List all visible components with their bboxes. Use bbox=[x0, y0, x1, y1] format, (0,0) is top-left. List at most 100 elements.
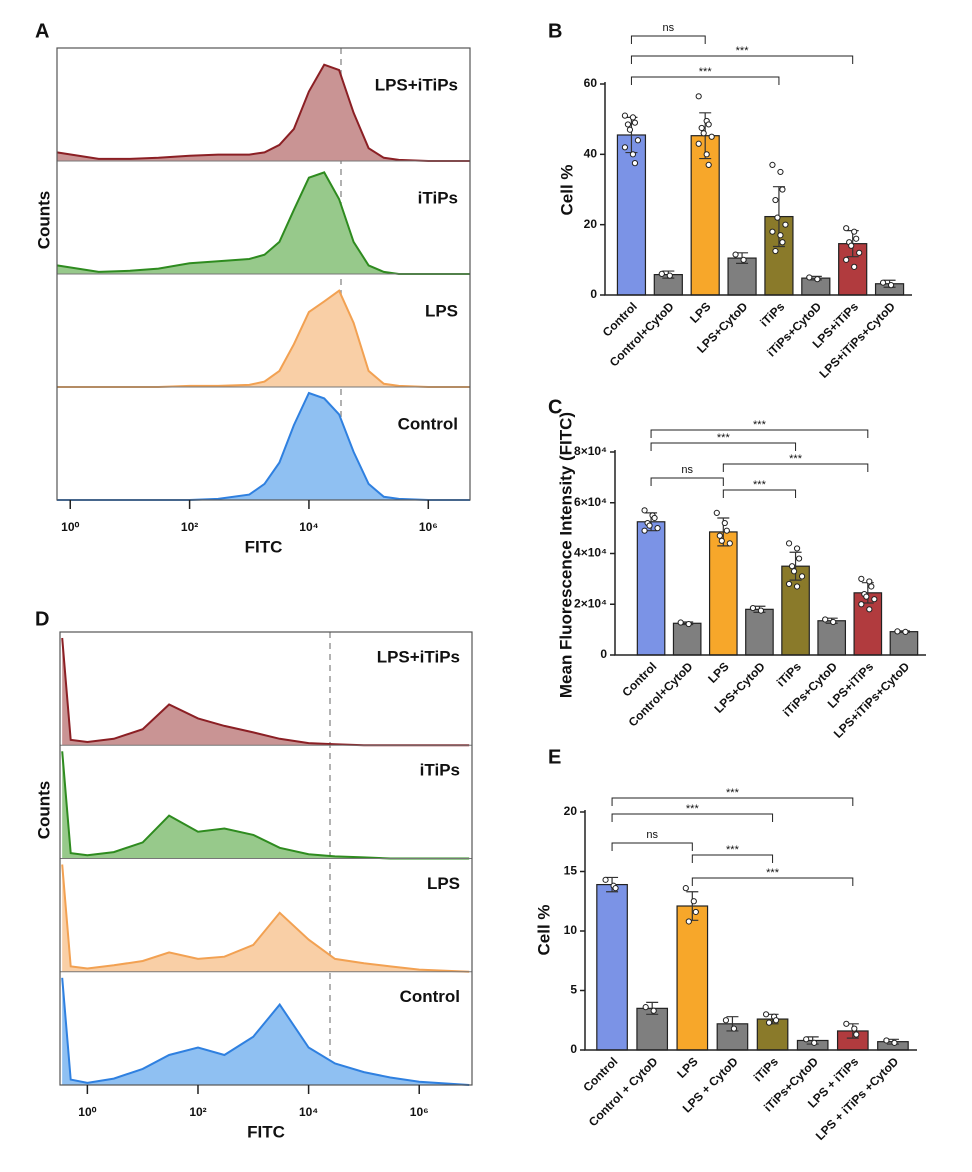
significance-bracket bbox=[611, 813, 774, 822]
significance-label: *** bbox=[726, 844, 740, 856]
data-point bbox=[811, 1039, 818, 1046]
data-point bbox=[883, 1037, 890, 1044]
axes bbox=[584, 810, 917, 1051]
y-axis-label: Cell % bbox=[557, 164, 576, 215]
panel-letter: E bbox=[548, 746, 561, 768]
data-point bbox=[685, 620, 692, 628]
data-point bbox=[785, 540, 793, 547]
y-tick-label: 0 bbox=[600, 647, 607, 661]
data-point bbox=[894, 628, 901, 635]
data-point bbox=[863, 593, 870, 600]
data-point bbox=[726, 540, 733, 547]
data-point bbox=[777, 168, 784, 176]
error-bar bbox=[789, 551, 802, 581]
data-point bbox=[692, 908, 699, 916]
significance-bracket bbox=[630, 55, 854, 64]
data-point bbox=[626, 126, 634, 133]
significance-label: *** bbox=[686, 803, 700, 815]
y-tick-label: 2×10⁴ bbox=[574, 596, 607, 610]
x-tick-label: LPS bbox=[674, 1054, 700, 1080]
area-fill bbox=[62, 751, 470, 859]
data-point bbox=[790, 568, 798, 575]
data-point bbox=[879, 279, 887, 286]
significance-bracket bbox=[691, 877, 854, 886]
y-tick-label: 15 bbox=[564, 864, 578, 878]
x-tick-label: 10⁶ bbox=[419, 520, 438, 534]
data-point bbox=[624, 121, 632, 128]
significance-bracket bbox=[722, 489, 797, 498]
significance-bracket bbox=[650, 429, 869, 438]
x-tick-label: Control bbox=[580, 1054, 620, 1094]
axes bbox=[604, 82, 912, 296]
data-point bbox=[866, 578, 873, 585]
data-point bbox=[843, 256, 850, 263]
bar bbox=[676, 905, 709, 1051]
y-tick-label: 8×10⁴ bbox=[574, 444, 607, 458]
bar bbox=[727, 257, 757, 296]
panel-letter: C bbox=[548, 396, 562, 418]
panel-letter: D bbox=[35, 608, 49, 630]
plot-frame bbox=[59, 631, 473, 1086]
data-point bbox=[621, 112, 629, 119]
data-point bbox=[700, 130, 707, 137]
x-tick-label: iTiPs bbox=[751, 1054, 781, 1084]
histogram-line bbox=[61, 864, 470, 973]
data-point bbox=[858, 575, 865, 582]
data-point bbox=[762, 1011, 770, 1018]
data-point bbox=[814, 276, 821, 283]
data-point bbox=[651, 514, 658, 522]
series-label: Control bbox=[400, 987, 460, 1006]
histogram-line bbox=[56, 171, 470, 275]
data-point bbox=[703, 151, 710, 158]
significance-label: *** bbox=[753, 419, 767, 431]
data-point bbox=[795, 555, 803, 562]
data-point bbox=[740, 256, 747, 263]
data-point bbox=[788, 563, 796, 570]
panel-letter: B bbox=[548, 20, 562, 42]
data-point bbox=[708, 133, 715, 140]
data-point bbox=[631, 119, 639, 126]
data-point bbox=[887, 282, 895, 289]
data-point bbox=[641, 507, 648, 514]
y-tick-label: 4×10⁴ bbox=[574, 546, 607, 560]
data-point bbox=[654, 525, 661, 532]
data-point bbox=[631, 160, 639, 167]
histogram-line bbox=[57, 391, 470, 501]
bar bbox=[636, 521, 666, 656]
significance-label: *** bbox=[736, 45, 750, 57]
data-point bbox=[666, 272, 673, 279]
data-point bbox=[677, 619, 684, 626]
data-point bbox=[871, 596, 878, 603]
data-point bbox=[650, 1007, 657, 1014]
bar bbox=[690, 135, 720, 296]
data-point bbox=[785, 580, 793, 588]
area-fill bbox=[57, 290, 470, 387]
y-tick-label: 20 bbox=[564, 804, 578, 818]
bar bbox=[853, 592, 883, 656]
data-point bbox=[793, 583, 801, 590]
bar bbox=[616, 134, 647, 296]
data-point bbox=[868, 583, 875, 590]
data-point bbox=[765, 1019, 773, 1026]
data-point bbox=[646, 522, 653, 529]
y-tick-label: 10 bbox=[564, 923, 578, 937]
bar bbox=[781, 565, 810, 656]
significance-bracket bbox=[611, 842, 693, 851]
significance-label: *** bbox=[789, 453, 803, 465]
data-point bbox=[806, 274, 813, 281]
data-point bbox=[629, 151, 637, 158]
x-tick-label: LPS bbox=[705, 659, 731, 685]
y-tick-label: 0 bbox=[570, 1042, 577, 1056]
data-point bbox=[774, 214, 781, 221]
data-point bbox=[851, 263, 858, 270]
y-tick-label: 20 bbox=[584, 217, 598, 231]
significance-label: ns bbox=[646, 829, 658, 841]
x-tick-label: iTiPs bbox=[757, 299, 787, 329]
x-tick-label: Control+CytoD bbox=[626, 659, 696, 729]
significance-bracket bbox=[691, 854, 774, 863]
x-tick-label: Control+CytoD bbox=[607, 299, 677, 369]
x-tick-label: 10⁴ bbox=[299, 1105, 318, 1119]
significance-bracket bbox=[630, 35, 706, 44]
data-point bbox=[642, 1004, 649, 1011]
data-point bbox=[757, 607, 765, 614]
